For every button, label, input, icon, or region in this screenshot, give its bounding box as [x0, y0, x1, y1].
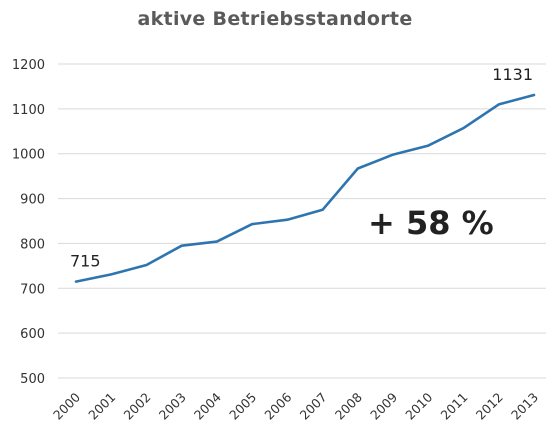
x-tick-label: 2001	[85, 390, 118, 423]
x-axis-ticks: 2000 2001 2002 2003 2004 2005 2006 2007 2008 2009…	[50, 389, 541, 422]
x-tick-label: 2010	[402, 389, 435, 422]
y-axis-ticks: 500 600 700 800 900 1000 1100 1200	[12, 58, 45, 387]
data-labels: 715 1131	[70, 65, 533, 271]
y-tick-label: 1100	[12, 103, 45, 118]
gridlines	[58, 63, 546, 379]
x-tick-label: 2004	[191, 389, 224, 422]
y-tick-label: 900	[20, 193, 45, 208]
y-tick-label: 700	[20, 282, 45, 297]
y-tick-label: 1000	[12, 148, 45, 163]
x-tick-label: 2006	[261, 389, 294, 422]
chart-title: aktive Betriebsstandorte	[137, 8, 413, 30]
x-tick-label: 2000	[50, 389, 83, 422]
series-layer	[74, 93, 536, 283]
x-tick-label: 2003	[156, 390, 189, 423]
x-tick-label: 2007	[297, 390, 330, 423]
x-tick-label: 2013	[508, 390, 541, 423]
y-tick-label: 600	[20, 327, 45, 342]
x-tick-label: 2008	[332, 389, 365, 422]
data-label: 715	[70, 252, 101, 271]
x-tick-label: 2009	[367, 389, 400, 422]
data-label: 1131	[492, 65, 533, 84]
series-line	[74, 93, 536, 283]
x-tick-label: 2011	[438, 390, 471, 423]
y-tick-label: 1200	[12, 58, 45, 73]
growth-annotation: + 58 %	[368, 204, 494, 242]
x-tick-label: 2005	[226, 390, 259, 423]
y-tick-label: 800	[20, 237, 45, 252]
x-tick-label: 2002	[120, 390, 153, 423]
y-tick-label: 500	[20, 372, 45, 387]
x-tick-label: 2012	[473, 390, 506, 423]
